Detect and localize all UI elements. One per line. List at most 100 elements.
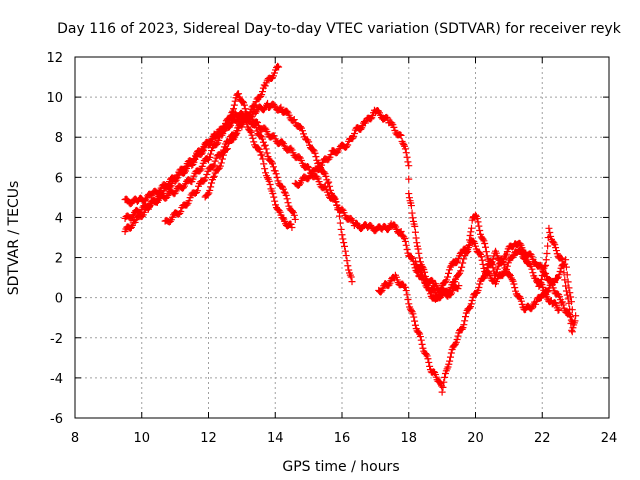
data-point	[476, 249, 484, 257]
data-point	[408, 209, 416, 217]
data-point	[250, 138, 258, 146]
data-point	[555, 271, 563, 279]
data-point	[472, 211, 479, 219]
data-point	[545, 224, 553, 232]
data-point	[249, 134, 257, 142]
data-point	[390, 123, 398, 131]
data-point	[459, 324, 467, 332]
data-point	[258, 91, 266, 99]
data-point	[211, 157, 219, 165]
x-axis-label: GPS time / hours	[282, 459, 399, 475]
data-point	[263, 149, 271, 157]
data-point	[403, 291, 411, 299]
data-point	[437, 382, 445, 390]
data-point	[337, 225, 345, 233]
data-point	[327, 151, 335, 159]
data-point	[179, 184, 187, 192]
y-tick-label: -6	[50, 412, 63, 427]
data-point	[542, 261, 550, 269]
data-point	[564, 295, 572, 303]
data-point	[541, 262, 549, 270]
data-point	[503, 262, 511, 270]
data-point	[467, 228, 475, 236]
data-point	[418, 340, 426, 348]
data-point	[246, 127, 254, 135]
y-tick-label: 8	[55, 131, 63, 146]
data-point	[562, 287, 570, 295]
data-point	[251, 109, 259, 117]
data-point	[409, 310, 417, 318]
data-point	[138, 212, 146, 220]
data-point	[269, 160, 277, 168]
data-point	[207, 183, 215, 191]
data-point	[422, 350, 430, 358]
y-tick-label: -2	[50, 332, 63, 347]
data-point	[453, 336, 461, 344]
data-point	[405, 190, 413, 198]
data-point	[416, 333, 424, 341]
data-point	[341, 247, 349, 255]
data-point	[210, 172, 218, 180]
data-point	[559, 301, 567, 309]
data-point	[426, 362, 434, 370]
data-point	[166, 217, 174, 225]
data-point	[332, 198, 340, 206]
data-point	[411, 257, 419, 265]
data-point	[248, 131, 256, 139]
data-point	[275, 207, 283, 215]
data-point	[434, 294, 442, 302]
data-point	[455, 271, 463, 279]
data-point	[402, 287, 410, 295]
data-point	[560, 269, 568, 277]
data-point	[213, 140, 221, 148]
data-point	[185, 197, 193, 205]
data-point	[351, 130, 359, 138]
data-point	[411, 228, 419, 236]
data-point	[279, 185, 287, 193]
data-point	[499, 257, 507, 265]
data-point	[357, 125, 365, 133]
data-point	[333, 201, 341, 209]
data-point	[532, 300, 540, 308]
series-track-5	[201, 62, 283, 201]
data-point	[233, 127, 241, 135]
data-point	[407, 253, 415, 261]
data-point	[290, 211, 298, 219]
data-point	[384, 225, 392, 233]
data-point	[246, 108, 254, 116]
data-point	[397, 228, 405, 236]
data-point	[217, 159, 225, 167]
data-point	[283, 195, 291, 203]
data-point	[259, 88, 267, 96]
data-point	[415, 329, 423, 337]
x-tick-label: 14	[267, 431, 284, 446]
data-point	[441, 373, 449, 381]
data-point	[401, 283, 409, 291]
data-point	[460, 321, 468, 329]
data-point	[487, 259, 495, 267]
data-point	[424, 355, 432, 363]
data-point	[466, 304, 474, 312]
data-point	[467, 300, 475, 308]
data-point	[482, 248, 490, 256]
data-point	[399, 139, 407, 147]
data-point	[455, 282, 463, 290]
y-tick-label: 2	[55, 252, 63, 267]
data-point	[426, 287, 434, 295]
data-point	[552, 247, 560, 255]
data-point	[556, 267, 564, 275]
data-point	[537, 276, 545, 284]
data-point	[436, 288, 444, 296]
data-point	[261, 141, 269, 149]
data-point	[410, 313, 418, 321]
data-point	[403, 245, 411, 253]
data-point	[258, 151, 266, 159]
x-tick-label: 8	[71, 431, 79, 446]
data-point	[240, 101, 248, 109]
data-point	[348, 278, 356, 286]
data-point	[291, 215, 299, 223]
data-point	[270, 193, 278, 201]
data-point	[219, 151, 227, 159]
data-point	[305, 138, 313, 146]
data-point	[196, 167, 204, 175]
